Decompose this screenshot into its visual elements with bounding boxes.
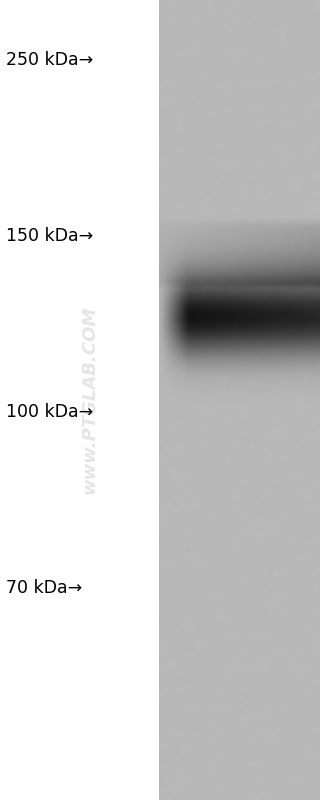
Text: 150 kDa→: 150 kDa→ xyxy=(6,227,93,245)
Text: 100 kDa→: 100 kDa→ xyxy=(6,403,93,421)
Text: www.PTGLAB.COM: www.PTGLAB.COM xyxy=(81,306,99,494)
Text: 250 kDa→: 250 kDa→ xyxy=(6,51,93,69)
Text: 70 kDa→: 70 kDa→ xyxy=(6,579,83,597)
